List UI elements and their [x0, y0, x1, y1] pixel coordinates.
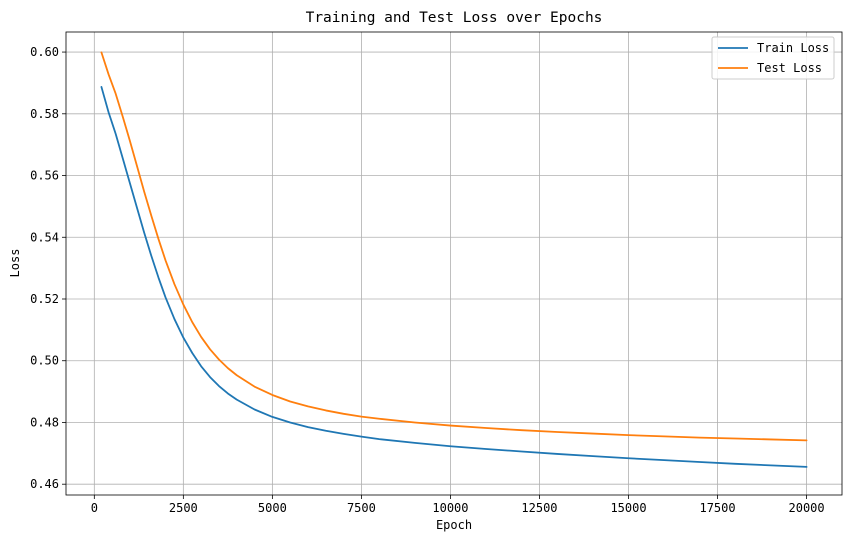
x-tick-label: 17500: [699, 501, 735, 515]
plot-frame: [65, 31, 843, 496]
y-tick-label: 0.46: [30, 477, 59, 491]
x-tick-label: 10000: [432, 501, 468, 515]
chart-title: Training and Test Loss over Epochs: [306, 10, 603, 26]
x-tick-label: 7500: [347, 501, 376, 515]
legend-train-label: Train Loss: [757, 41, 829, 55]
x-axis-ticks: 0 2500 5000 7500 10000 12500 15000 17500 20000: [91, 495, 825, 515]
y-tick-label: 0.52: [30, 292, 59, 306]
y-tick-label: 0.60: [30, 45, 59, 59]
legend: Train Loss Test Loss: [711, 36, 835, 80]
y-tick-label: 0.54: [30, 230, 59, 244]
y-tick-label: 0.48: [30, 415, 59, 429]
plot-area-background: [66, 32, 842, 495]
y-axis-label: Loss: [8, 249, 22, 278]
y-axis-ticks: 0.46 0.48 0.50 0.52 0.54 0.56 0.58 0.60: [30, 45, 66, 491]
series-lines: [100, 51, 808, 468]
y-tick-label: 0.58: [30, 107, 59, 121]
x-tick-label: 5000: [258, 501, 287, 515]
x-tick-label: 15000: [610, 501, 646, 515]
y-tick-label: 0.56: [30, 169, 59, 183]
x-tick-label: 20000: [789, 501, 825, 515]
x-tick-label: 12500: [521, 501, 557, 515]
train-loss-line: [100, 86, 808, 468]
test-loss-line: [100, 51, 808, 442]
legend-test-label: Test Loss: [757, 61, 822, 75]
x-tick-label: 0: [91, 501, 98, 515]
y-tick-label: 0.50: [30, 354, 59, 368]
x-axis-label: Epoch: [436, 518, 472, 532]
x-tick-label: 2500: [169, 501, 198, 515]
